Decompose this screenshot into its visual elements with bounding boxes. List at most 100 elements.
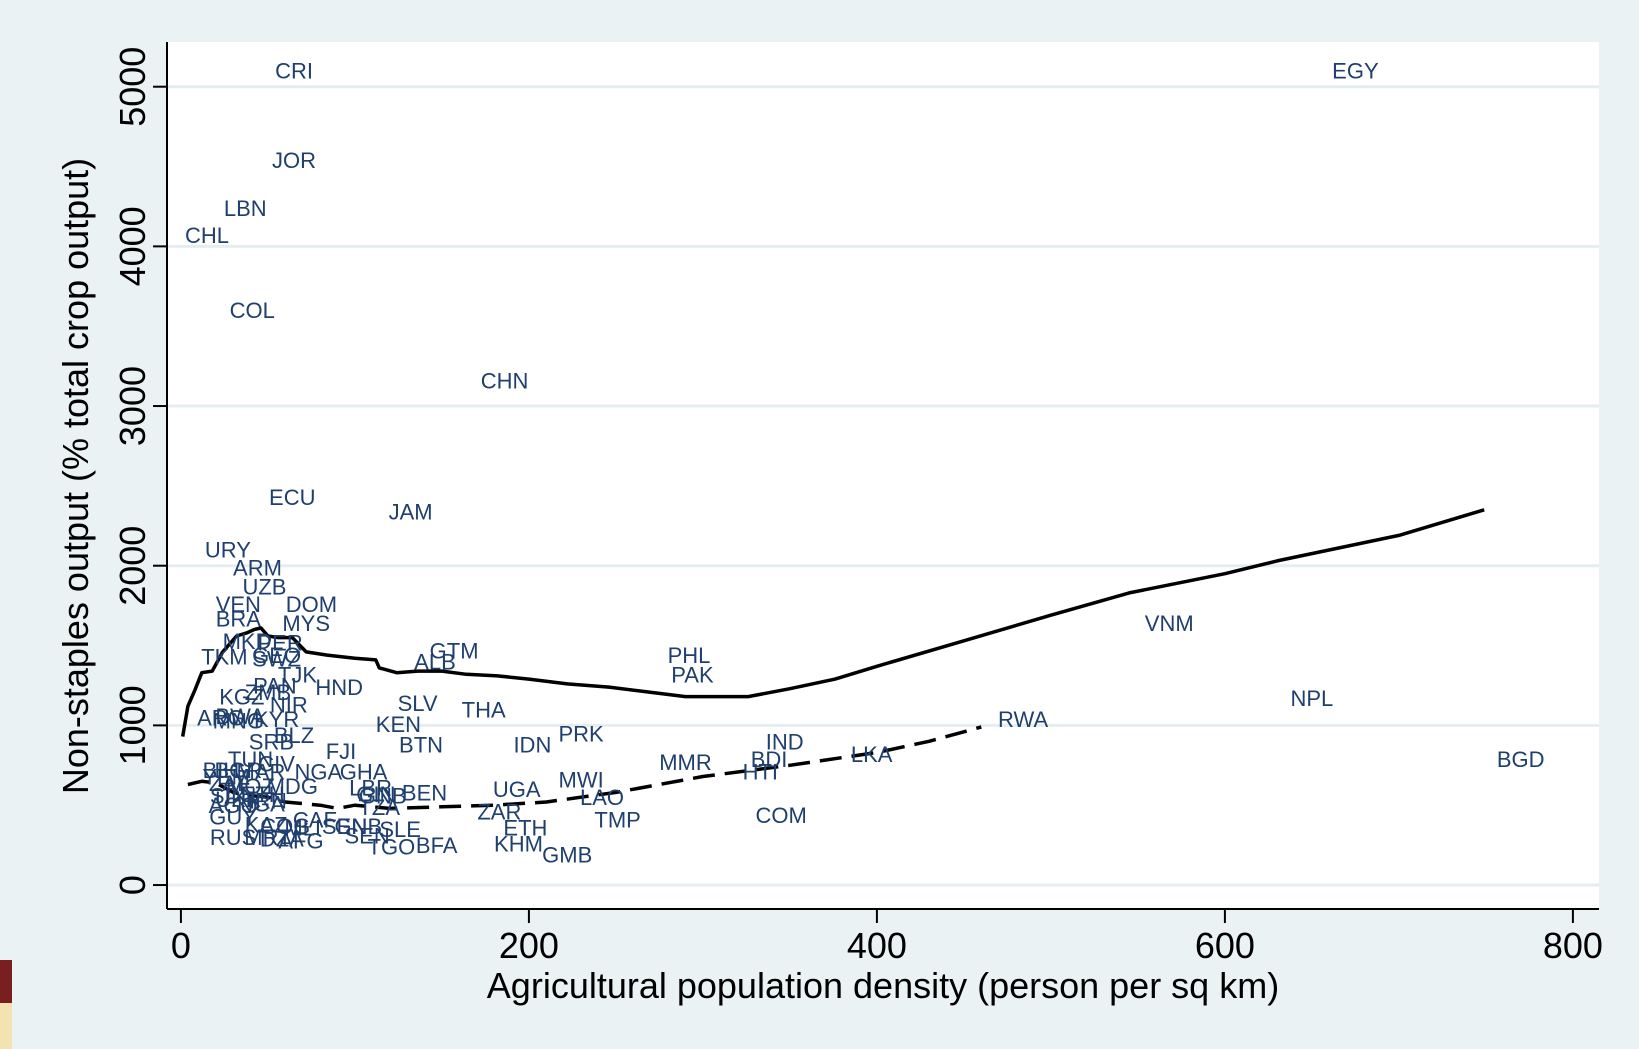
point-label: KAZ <box>245 812 288 837</box>
point-label: KHM <box>494 832 543 857</box>
point-label: KYR <box>254 707 299 732</box>
point-label: TMP <box>594 808 640 833</box>
point-label: NGA <box>295 760 343 785</box>
y-tick-label: 5000 <box>112 47 153 127</box>
point-label: TUN <box>228 747 273 772</box>
point-label: PAK <box>671 662 714 687</box>
point-label: MWI <box>559 768 604 793</box>
point-label: SLV <box>398 691 438 716</box>
axes <box>166 42 1599 910</box>
point-label: FJI <box>326 739 357 764</box>
point-label: GTM <box>430 638 479 663</box>
x-tick-label: 800 <box>1543 925 1603 966</box>
point-label: BDI <box>751 747 788 772</box>
solid-fit-line <box>180 508 1485 737</box>
point-label: MAR <box>237 760 286 785</box>
point-label: CHN <box>481 368 529 393</box>
point-label: MOZ <box>226 774 275 799</box>
point-label: HND <box>315 675 363 700</box>
point-label: GIN <box>356 782 395 807</box>
point-label: IRN <box>249 788 287 813</box>
fit-lines <box>180 508 1485 811</box>
point-label: AFG <box>278 828 323 853</box>
point-label: BLZ <box>274 723 314 748</box>
point-label: CAF <box>293 808 337 833</box>
point-label: BGR <box>214 758 262 783</box>
y-tick-label: 0 <box>112 875 153 895</box>
point-label: ZMB <box>245 680 291 705</box>
point-label: UGA <box>493 777 541 802</box>
point-label: GEO <box>252 643 301 668</box>
y-tick-label: 1000 <box>112 685 153 765</box>
point-label: AGO <box>209 793 258 818</box>
point-label: JAM <box>389 499 433 524</box>
point-label: CHL <box>185 223 229 248</box>
point-label: SEN <box>322 814 367 839</box>
point-label: PER <box>257 630 302 655</box>
point-label: UKR <box>215 787 261 812</box>
point-label: ETH <box>503 816 547 841</box>
point-label: GNB <box>359 784 407 809</box>
corner-accent-light <box>0 1003 12 1049</box>
point-label: MRT <box>244 825 291 850</box>
point-label: GHA <box>340 760 388 785</box>
point-label: MLI <box>284 816 321 841</box>
x-axis-label: Agricultural population density (person … <box>487 965 1279 1006</box>
ticks: 0 1000 2000 3000 4000 5000 0 200 400 600 800 <box>112 47 1603 966</box>
point-label: JOR <box>272 148 316 173</box>
point-label: SDN <box>210 784 256 809</box>
gridlines <box>167 85 1599 887</box>
point-label: MDG <box>267 774 318 799</box>
point-label: BIH <box>203 758 240 783</box>
point-label: SLE <box>379 817 421 842</box>
y-tick-label: 4000 <box>112 206 153 286</box>
point-label: URY <box>205 538 251 563</box>
point-label: TZA <box>358 795 400 820</box>
point-label: PHL <box>668 643 711 668</box>
point-label: ETH <box>241 782 285 807</box>
point-label: COL <box>230 298 275 323</box>
y-tick-label: 2000 <box>112 526 153 606</box>
point-label: ARM <box>233 555 282 580</box>
point-label: MKD <box>223 629 272 654</box>
point-label: DZA <box>260 827 304 852</box>
point-label: IDN <box>513 733 551 758</box>
x-tick-label: 600 <box>1195 925 1255 966</box>
point-label: ZAR <box>477 800 521 825</box>
point-label: ARG <box>197 705 245 730</box>
point-label: ALB <box>414 650 456 675</box>
x-tick-label: 0 <box>171 925 191 966</box>
point-label: COM <box>756 803 807 828</box>
point-label: DOM <box>286 592 337 617</box>
point-label: NGA <box>237 792 285 817</box>
point-label: LKA <box>851 742 893 767</box>
point-label: KGZ <box>219 685 264 710</box>
point-label: VNM <box>1145 611 1194 636</box>
point-label: TGO <box>368 835 416 860</box>
plot-area <box>167 42 1599 909</box>
x-tick-label: 200 <box>499 925 559 966</box>
point-label: CRI <box>275 59 313 84</box>
point-label: BWA <box>215 704 265 729</box>
point-label: SRB <box>249 729 294 754</box>
point-label: MNG <box>213 709 264 734</box>
point-label: GMB <box>542 843 592 868</box>
y-tick-label: 3000 <box>112 366 153 446</box>
point-label: KEN <box>376 712 421 737</box>
point-label: BEN <box>402 780 447 805</box>
dashed-fit-line <box>187 725 982 811</box>
point-label: MMR <box>659 750 712 775</box>
y-axis-label: Non-staples output (% total crop output) <box>55 158 96 794</box>
x-tick-label: 400 <box>847 925 907 966</box>
point-label: VEN <box>216 592 261 617</box>
point-label: LAO <box>580 785 624 810</box>
point-label: BGD <box>1497 747 1545 772</box>
point-label: GUY <box>209 804 257 829</box>
point-label: PAN <box>253 673 297 698</box>
point-label: LBR <box>349 776 392 801</box>
point-label: BTN <box>399 733 443 758</box>
point-label: UZB <box>242 574 286 599</box>
point-label: HTI <box>743 760 778 785</box>
point-label: THA <box>462 697 506 722</box>
